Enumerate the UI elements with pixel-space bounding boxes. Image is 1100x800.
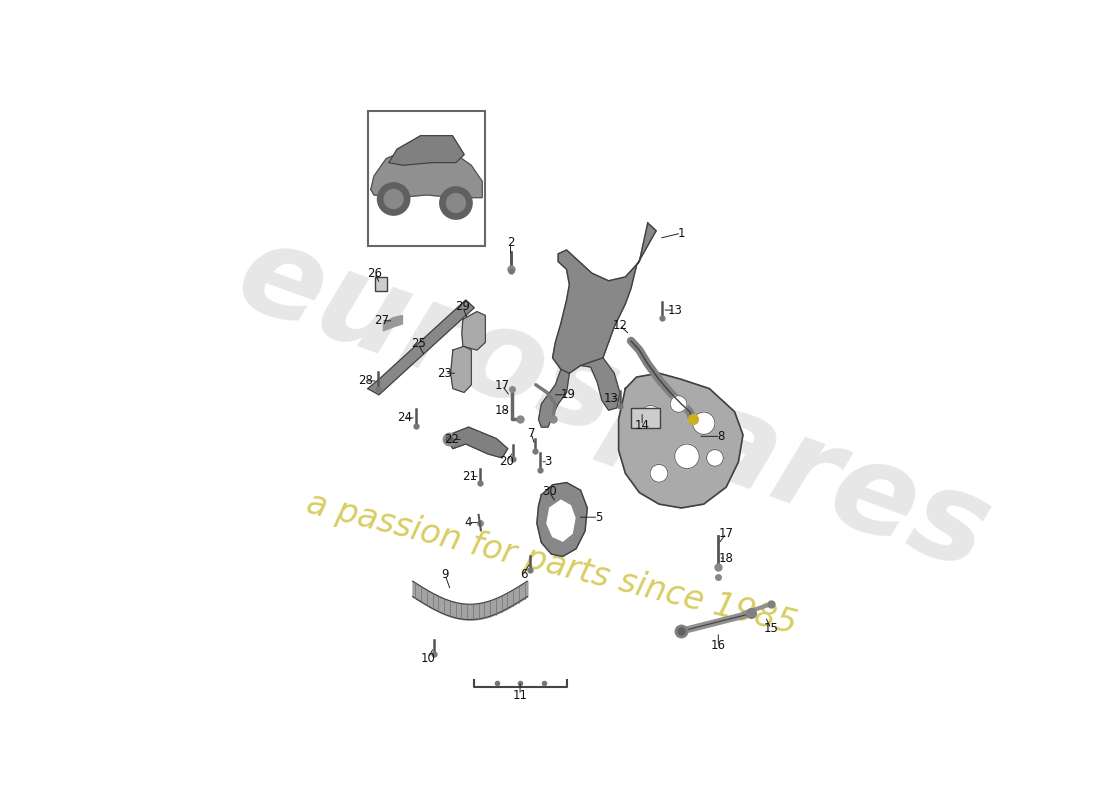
Text: 13: 13: [668, 303, 682, 317]
Text: 30: 30: [542, 486, 557, 498]
Circle shape: [674, 444, 700, 469]
Polygon shape: [449, 427, 508, 458]
Text: 29: 29: [455, 301, 471, 314]
Polygon shape: [618, 373, 742, 508]
Text: 15: 15: [763, 622, 779, 635]
FancyBboxPatch shape: [631, 408, 660, 428]
Text: 7: 7: [528, 426, 535, 440]
Text: eurospares: eurospares: [221, 212, 1005, 596]
FancyBboxPatch shape: [375, 277, 387, 290]
Text: 3: 3: [544, 455, 552, 468]
Circle shape: [447, 194, 465, 213]
Text: 17: 17: [495, 379, 509, 392]
Text: 16: 16: [711, 639, 726, 652]
Circle shape: [693, 412, 715, 434]
Circle shape: [706, 450, 724, 466]
Circle shape: [670, 396, 686, 413]
Polygon shape: [367, 300, 474, 394]
Text: 11: 11: [513, 689, 528, 702]
Text: 5: 5: [595, 510, 602, 524]
Text: 22: 22: [444, 433, 460, 446]
Text: 18: 18: [495, 404, 509, 417]
Polygon shape: [451, 346, 471, 393]
Text: a passion for parts since 1985: a passion for parts since 1985: [302, 487, 800, 641]
Text: 12: 12: [613, 319, 627, 332]
Text: 13: 13: [604, 392, 618, 405]
Text: 26: 26: [367, 266, 382, 280]
Text: 6: 6: [519, 569, 527, 582]
Polygon shape: [537, 482, 587, 557]
Polygon shape: [371, 149, 482, 198]
Text: 28: 28: [359, 374, 373, 387]
Text: 10: 10: [421, 651, 436, 665]
Circle shape: [650, 464, 668, 482]
Polygon shape: [547, 500, 575, 541]
Bar: [367, 111, 485, 246]
Polygon shape: [581, 358, 619, 410]
Text: 18: 18: [718, 551, 734, 565]
Polygon shape: [462, 311, 485, 350]
Polygon shape: [384, 315, 403, 331]
Text: 4: 4: [465, 516, 472, 529]
Text: 21: 21: [462, 470, 477, 483]
Polygon shape: [539, 370, 570, 427]
Text: 14: 14: [635, 419, 650, 432]
Circle shape: [384, 190, 403, 209]
Text: 24: 24: [397, 411, 411, 424]
Circle shape: [640, 406, 661, 426]
Text: 17: 17: [718, 527, 734, 540]
Polygon shape: [389, 136, 464, 166]
Text: 9: 9: [441, 569, 449, 582]
Polygon shape: [552, 223, 656, 373]
Text: 27: 27: [374, 314, 388, 327]
Text: 8: 8: [717, 430, 724, 443]
Text: 2: 2: [507, 236, 515, 249]
Text: 20: 20: [499, 455, 514, 468]
Text: 25: 25: [410, 338, 426, 350]
Circle shape: [440, 187, 472, 219]
Circle shape: [377, 183, 410, 215]
Text: 19: 19: [561, 388, 575, 402]
Text: 1: 1: [678, 226, 685, 239]
Text: 23: 23: [438, 366, 452, 380]
